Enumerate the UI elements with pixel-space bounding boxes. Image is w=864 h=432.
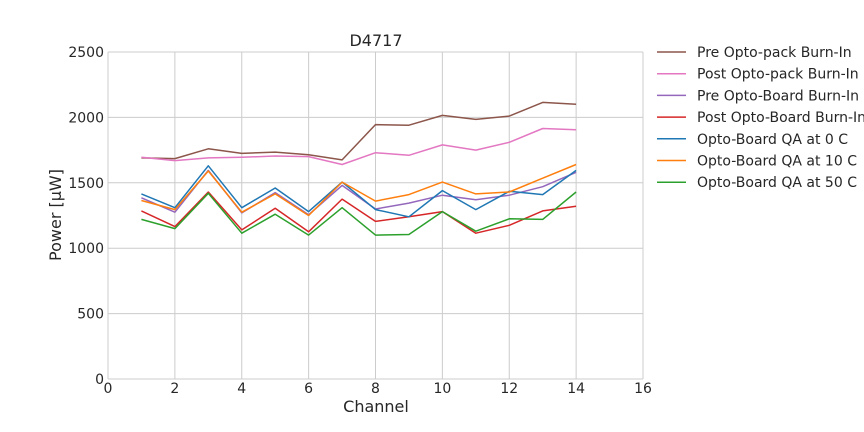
legend-label: Opto-Board QA at 10 C xyxy=(697,154,857,170)
x-axis-label: Channel xyxy=(343,397,409,416)
legend-label: Pre Opto-pack Burn-In xyxy=(697,45,852,61)
y-tick-label: 0 xyxy=(95,372,104,388)
legend-label: Pre Opto-Board Burn-In xyxy=(697,88,859,104)
chart-title: D4717 xyxy=(349,31,402,50)
x-tick-label: 14 xyxy=(567,381,585,397)
legend-label: Opto-Board QA at 0 C xyxy=(697,132,848,148)
tick-labels: 0 2 4 6 8 10 12 14 16 0 500 1000 1500 2000 2500 xyxy=(68,45,652,397)
legend-label: Post Opto-Board Burn-In xyxy=(697,110,864,126)
x-tick-label: 16 xyxy=(634,381,652,397)
y-tick-label: 2000 xyxy=(68,110,104,126)
y-axis-label: Power [μW] xyxy=(46,169,65,261)
x-tick-label: 8 xyxy=(371,381,380,397)
y-tick-label: 1000 xyxy=(68,241,104,257)
y-tick-label: 1500 xyxy=(68,176,104,192)
series-line xyxy=(141,101,577,161)
series-line xyxy=(141,127,577,166)
series-line xyxy=(141,163,577,217)
legend: Pre Opto-pack Burn-In Post Opto-pack Burn… xyxy=(657,45,864,191)
x-tick-label: 10 xyxy=(433,381,451,397)
y-tick-label: 2500 xyxy=(68,45,104,61)
series-line xyxy=(141,165,577,218)
x-tick-label: 12 xyxy=(500,381,518,397)
x-tick-label: 2 xyxy=(170,381,179,397)
series-line xyxy=(141,169,577,216)
grid xyxy=(107,51,644,380)
series-lines xyxy=(141,101,577,236)
y-tick-label: 500 xyxy=(77,307,104,323)
x-tick-label: 0 xyxy=(104,381,113,397)
series-line xyxy=(141,191,577,234)
x-tick-label: 4 xyxy=(237,381,246,397)
legend-label: Opto-Board QA at 50 C xyxy=(697,175,857,191)
x-tick-label: 6 xyxy=(304,381,313,397)
legend-label: Post Opto-pack Burn-In xyxy=(697,67,859,83)
series-line xyxy=(141,191,577,236)
